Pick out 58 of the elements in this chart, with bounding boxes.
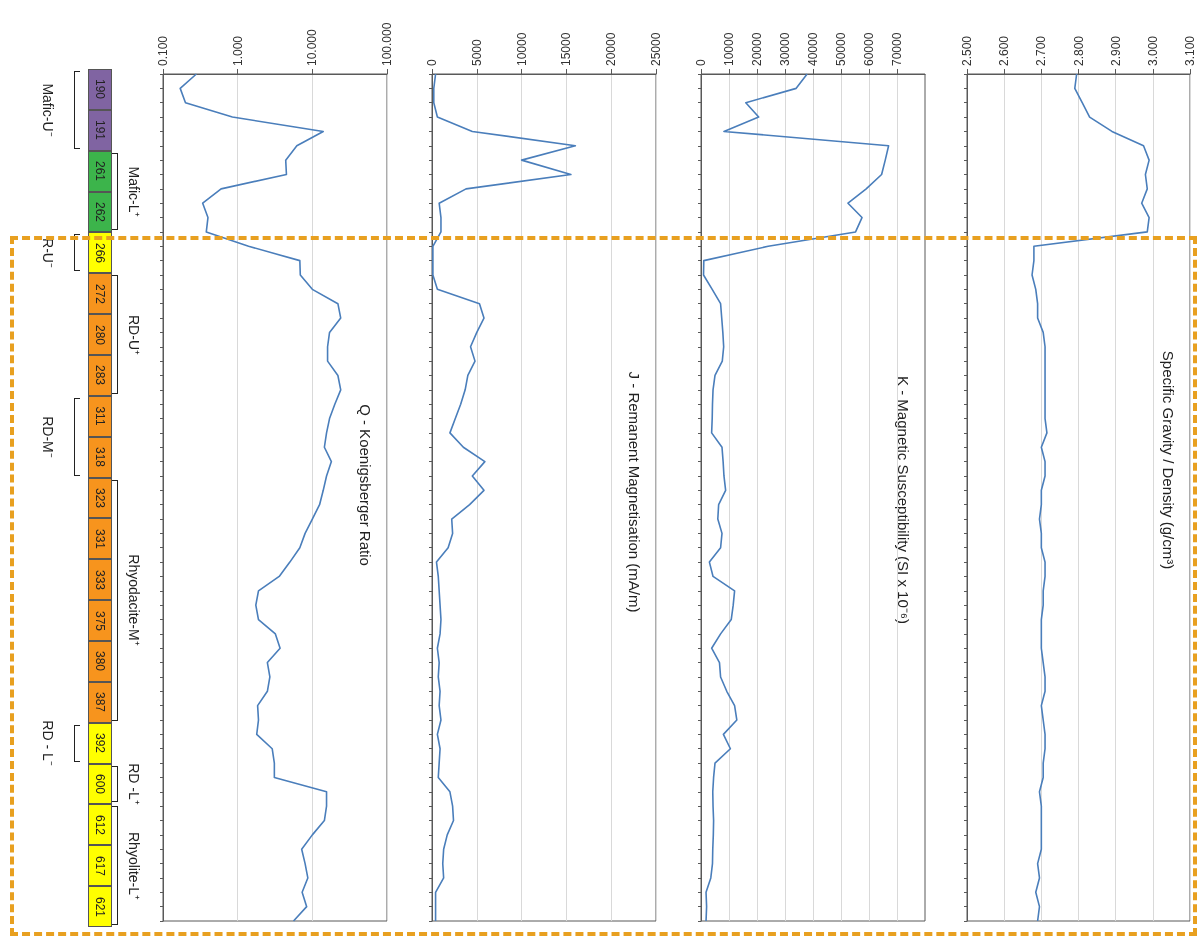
category-label: 375: [93, 610, 107, 631]
category-label: 600: [93, 773, 107, 795]
category-label: 612: [93, 814, 107, 835]
x-tick-label: 20000: [750, 32, 764, 66]
x-tick-label: 3.000: [1145, 35, 1160, 66]
x-tick-label: 2.800: [1071, 35, 1086, 66]
text: Q - Koenigsberger Ratio: [356, 404, 374, 566]
x-tick-label: 10000: [722, 32, 736, 66]
x-tick-label: 15000: [559, 32, 574, 66]
x-tick-label: 10000: [514, 32, 529, 66]
text: Mafic-L⁺: [124, 166, 143, 218]
x-tick-label: 2.900: [1108, 35, 1123, 66]
x-tick-label: 70000: [890, 32, 904, 66]
x-tick-label: 30000: [778, 32, 792, 66]
category-label: 261: [93, 161, 107, 182]
category-label: 331: [93, 528, 107, 549]
category-label: 272: [93, 283, 107, 304]
category-label: 323: [93, 487, 107, 509]
x-tick-label: 25000: [649, 32, 663, 66]
x-tick-label: 50000: [834, 32, 848, 66]
x-tick-label: 10.000: [305, 28, 320, 66]
category-label: 387: [93, 692, 107, 713]
category-label: 190: [93, 79, 107, 100]
category-label: 380: [93, 651, 107, 672]
text: J - Remanent Magnetisation (mA/m): [625, 371, 643, 613]
category-label: 280: [93, 324, 107, 345]
category-label: 283: [93, 365, 107, 386]
x-tick-label: 2.600: [997, 35, 1012, 66]
x-tick-label: 1.000: [230, 35, 245, 66]
text: RD - L⁻: [38, 720, 57, 766]
text: K - Magnetic Susceptibility (SI x 10⁻⁶): [894, 376, 912, 624]
category-label: 266: [93, 242, 107, 263]
category-label: 311: [93, 406, 107, 426]
category-label: 262: [93, 201, 107, 223]
text: RD -L⁺: [124, 763, 143, 805]
x-tick-label: 100.000: [380, 22, 394, 66]
x-tick-label: 0: [694, 59, 708, 66]
category-label: 191: [93, 120, 107, 141]
x-tick-label: 2.700: [1034, 35, 1049, 66]
text: RD-M⁻: [38, 415, 57, 458]
x-tick-label: 0.100: [156, 35, 170, 66]
x-tick-label: 20000: [604, 32, 619, 66]
category-label: 621: [93, 896, 107, 917]
text: RD-U⁺: [124, 314, 143, 355]
text: Rhyodacite-M⁺: [124, 554, 143, 646]
text: Specific Gravity / Density (g/cm³): [1159, 350, 1177, 570]
text: Mafic-U⁻: [38, 83, 57, 137]
category-label: 318: [93, 447, 107, 468]
x-tick-label: 40000: [806, 32, 820, 66]
x-tick-label: 2.500: [960, 35, 974, 66]
category-label: 392: [93, 733, 107, 754]
x-tick-label: 5000: [469, 38, 484, 66]
x-tick-label: 0: [425, 59, 439, 66]
text: Rhyolite-L⁺: [124, 831, 143, 900]
category-label: 333: [93, 569, 107, 590]
x-tick-label: 3.100: [1183, 35, 1197, 66]
category-label: 617: [93, 855, 107, 876]
x-tick-label: 60000: [862, 32, 876, 66]
